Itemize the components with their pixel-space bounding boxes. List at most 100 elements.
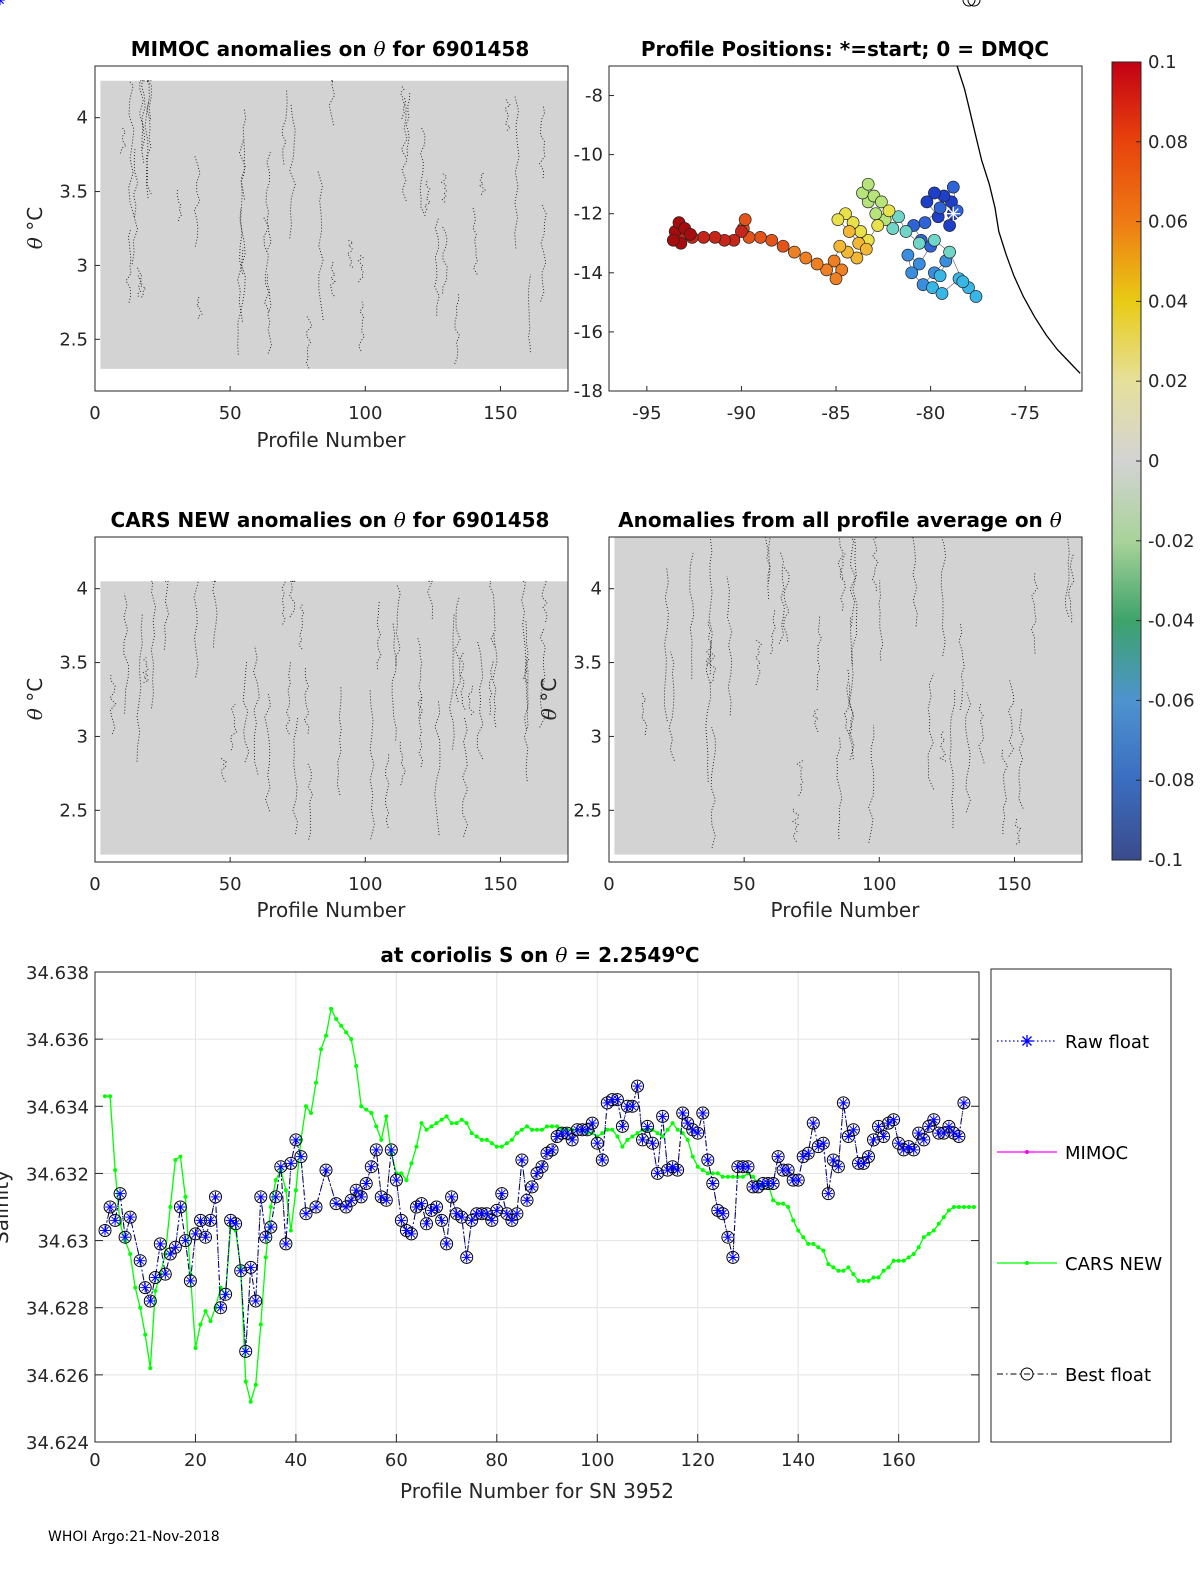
cars-new-point [133,1285,138,1290]
cars-y-axis: 2.5 3 3.5 4 [59,579,100,821]
salinity-y-axis: 34.624 34.626 34.628 34.63 34.632 34.634 34.63… [26,963,979,1454]
profile-position-point [920,195,934,209]
raw-float-point [205,1215,216,1226]
raw-float-point [466,1215,477,1226]
best-float-point [701,1153,715,1167]
best-float-point [349,1183,363,1197]
avg-x-tick-label: 0 [603,874,614,895]
best-float-point [445,1190,459,1204]
profile-position-point [969,290,983,303]
raw-float-point [773,1151,784,1162]
cars-new-point [384,1114,389,1119]
avg-contour [851,536,858,665]
avg-contour [816,616,822,691]
cars-new-point [675,1127,680,1132]
cars-new-point [615,1134,620,1139]
best-float-point [309,1200,323,1214]
raw-float-point [230,1218,241,1229]
cars-new-point [334,1017,339,1021]
raw-float-point [321,1165,331,1176]
salinity-y-label: Salinity [0,1170,13,1244]
cars-new-point [680,1131,685,1136]
raw-float-point [888,1114,899,1125]
cars-contour [292,716,299,835]
cars-y-tick-label: 3.5 [59,653,88,674]
raw-float-point [903,1141,914,1152]
colorbar-tick-label: -0.1 [1148,850,1183,871]
coastline-path [956,65,1081,374]
best-float-point [862,1150,875,1164]
profile-position-point [833,239,847,253]
best-float-point [189,1227,202,1241]
avg-contour [641,691,648,735]
best-float-point [826,1153,840,1167]
colorbar: 0.1 0.08 0.06 0.04 0.02 0 -0.02 -0.04 -0.06 -0.08… [1111,52,1195,871]
cars-new-point [514,1131,519,1136]
mimoc-anomaly-panel: MIMOC anomalies on θ for 6901458 0 50 100 1… [23,37,569,452]
raw-float-point [717,1208,728,1219]
avg-contour [709,652,716,684]
raw-float-point [280,1238,291,1249]
raw-float-point [697,1108,708,1118]
best-float-point [927,1113,941,1127]
mimoc-contour [358,301,365,352]
profile-positions [666,177,983,303]
start-marker [946,206,961,221]
cars-new-point [193,1346,198,1350]
raw-float-point [692,1128,703,1139]
raw-float-point [532,1168,542,1179]
raw-float-point [175,1202,186,1212]
profile-position-point [850,251,864,265]
cars-new-point [851,1272,856,1277]
raw-float-point [883,1118,894,1129]
profile-position-point [926,281,939,294]
profile-position-point [871,219,885,232]
profile-position-point [829,272,843,286]
cars-new-point [625,1137,630,1142]
cars-new-point [956,1205,961,1209]
raw-float-point [948,1128,959,1139]
salinity-x-tick-label: 120 [681,1450,715,1471]
cars-contours [109,580,548,840]
raw-float-point [848,1124,859,1135]
best-float-point [495,1187,509,1201]
cars-new-point [108,1094,113,1099]
profile-position-point [820,263,833,277]
cars-new-point [354,1064,359,1068]
cars-new-point [801,1235,806,1240]
colorbar-tick-label: 0.1 [1148,52,1177,73]
raw-float-point [255,1191,266,1202]
colorbar-ticks: 0.1 0.08 0.06 0.04 0.02 0 -0.02 -0.04 -0.06 -0.08… [1136,52,1195,871]
raw-float-point [165,1249,176,1259]
raw-float-point [461,1252,472,1263]
mimoc-y-tick-label: 3.5 [59,182,88,203]
cars-new-point [545,1124,549,1129]
raw-float-point [295,1151,306,1162]
raw-float-point [597,1155,608,1165]
legend-best-float-label: Best float [1065,1365,1151,1386]
profile-position-point [799,251,813,265]
cars-contour [449,612,455,750]
mimoc-x-tick-label: 0 [89,403,100,424]
cars-new-point [489,1141,494,1146]
raw-float-point [833,1161,844,1172]
cars-new-point [454,1121,459,1126]
cars-new-point [283,1188,288,1193]
cars-anomaly-field [100,581,569,855]
best-float-point [872,1119,885,1133]
best-float-point [520,1193,534,1207]
raw-float-point [431,1202,442,1212]
profile-position-point [875,195,888,209]
cars-new-point [243,1379,248,1384]
best-float-point [359,1177,373,1190]
best-float-point [108,1213,122,1227]
raw-float-point [346,1195,357,1206]
mimoc-contour [329,260,336,297]
best-float-point [168,1240,182,1254]
avg-contour [965,692,971,813]
best-float-point [922,1119,936,1133]
raw-float-point [290,1134,301,1145]
cars-new-point [725,1174,730,1179]
avg-contour [1030,571,1038,654]
